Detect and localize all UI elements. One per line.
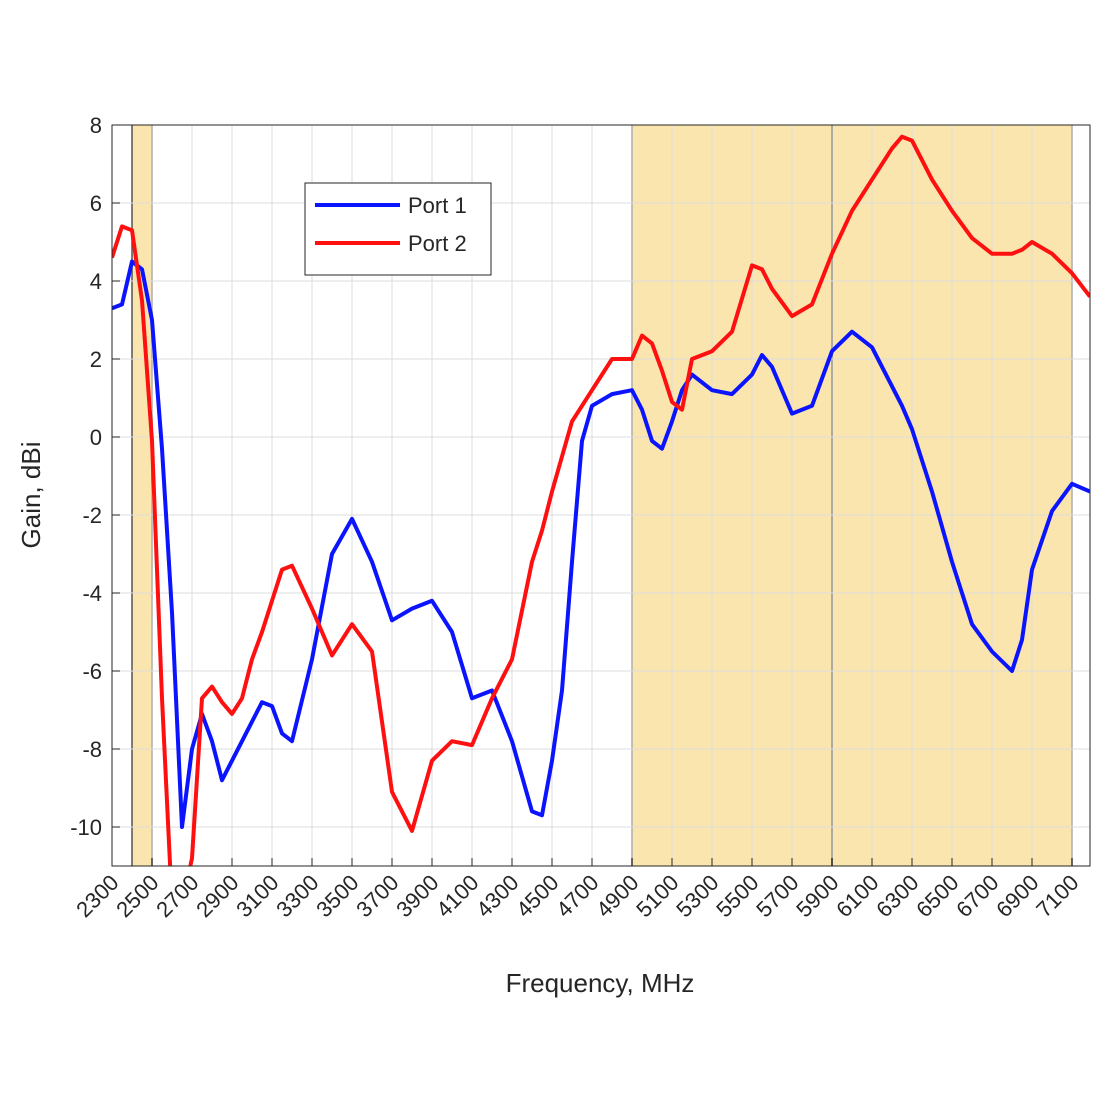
y-axis-label: Gain, dBi bbox=[16, 442, 46, 549]
x-tick-label: 5700 bbox=[751, 870, 803, 922]
y-tick-label: 8 bbox=[90, 113, 102, 138]
y-tick-label: 6 bbox=[90, 191, 102, 216]
y-tick-label: 0 bbox=[90, 425, 102, 450]
y-tick-label: -8 bbox=[82, 737, 102, 762]
x-tick-label: 5300 bbox=[671, 870, 723, 922]
legend: Port 1 Port 2 bbox=[304, 182, 492, 276]
x-tick-label: 4700 bbox=[551, 870, 603, 922]
legend-label: Port 2 bbox=[408, 231, 467, 256]
y-tick-label: -2 bbox=[82, 503, 102, 528]
series-line bbox=[112, 134, 1090, 866]
y-tick-label: -10 bbox=[70, 815, 102, 840]
x-tick-label: 4500 bbox=[511, 870, 563, 922]
x-tick-label: 2900 bbox=[191, 870, 243, 922]
x-axis-label: Frequency, MHz bbox=[506, 968, 695, 998]
y-tick-label: -4 bbox=[82, 581, 102, 606]
x-tick-label: 5900 bbox=[791, 870, 843, 922]
x-tick-label: 2700 bbox=[151, 870, 203, 922]
y-tick-label: 4 bbox=[90, 269, 102, 294]
x-tick-label: 3300 bbox=[271, 870, 323, 922]
x-tick-label: 4300 bbox=[471, 870, 523, 922]
x-tick-label: 3700 bbox=[351, 870, 403, 922]
y-tick-label: -6 bbox=[82, 659, 102, 684]
bands bbox=[131, 125, 1073, 866]
x-tick-label: 6500 bbox=[911, 870, 963, 922]
x-tick-label: 6100 bbox=[831, 870, 883, 922]
x-tick-label: 2500 bbox=[111, 870, 163, 922]
lines bbox=[112, 134, 1090, 866]
band bbox=[632, 125, 832, 866]
x-tick-label: 2300 bbox=[71, 870, 123, 922]
axes-box bbox=[111, 124, 1091, 867]
x-tick-label: 3100 bbox=[231, 870, 283, 922]
x-tick-label: 4100 bbox=[431, 870, 483, 922]
series-line bbox=[112, 259, 1090, 829]
x-tick-label: 6300 bbox=[871, 870, 923, 922]
x-tick-label: 4900 bbox=[591, 870, 643, 922]
grid bbox=[111, 124, 1090, 866]
legend-box bbox=[304, 182, 492, 276]
x-tick-label: 7100 bbox=[1031, 870, 1083, 922]
legend-label: Port 1 bbox=[408, 193, 467, 218]
x-tick-label: 6700 bbox=[951, 870, 1003, 922]
band bbox=[132, 125, 152, 866]
x-tick-label: 3900 bbox=[391, 870, 443, 922]
x-tick-label: 5500 bbox=[711, 870, 763, 922]
x-tick-label: 3500 bbox=[311, 870, 363, 922]
x-tick-label: 6900 bbox=[991, 870, 1043, 922]
x-tick-label: 5100 bbox=[631, 870, 683, 922]
y-tick-label: 2 bbox=[90, 347, 102, 372]
